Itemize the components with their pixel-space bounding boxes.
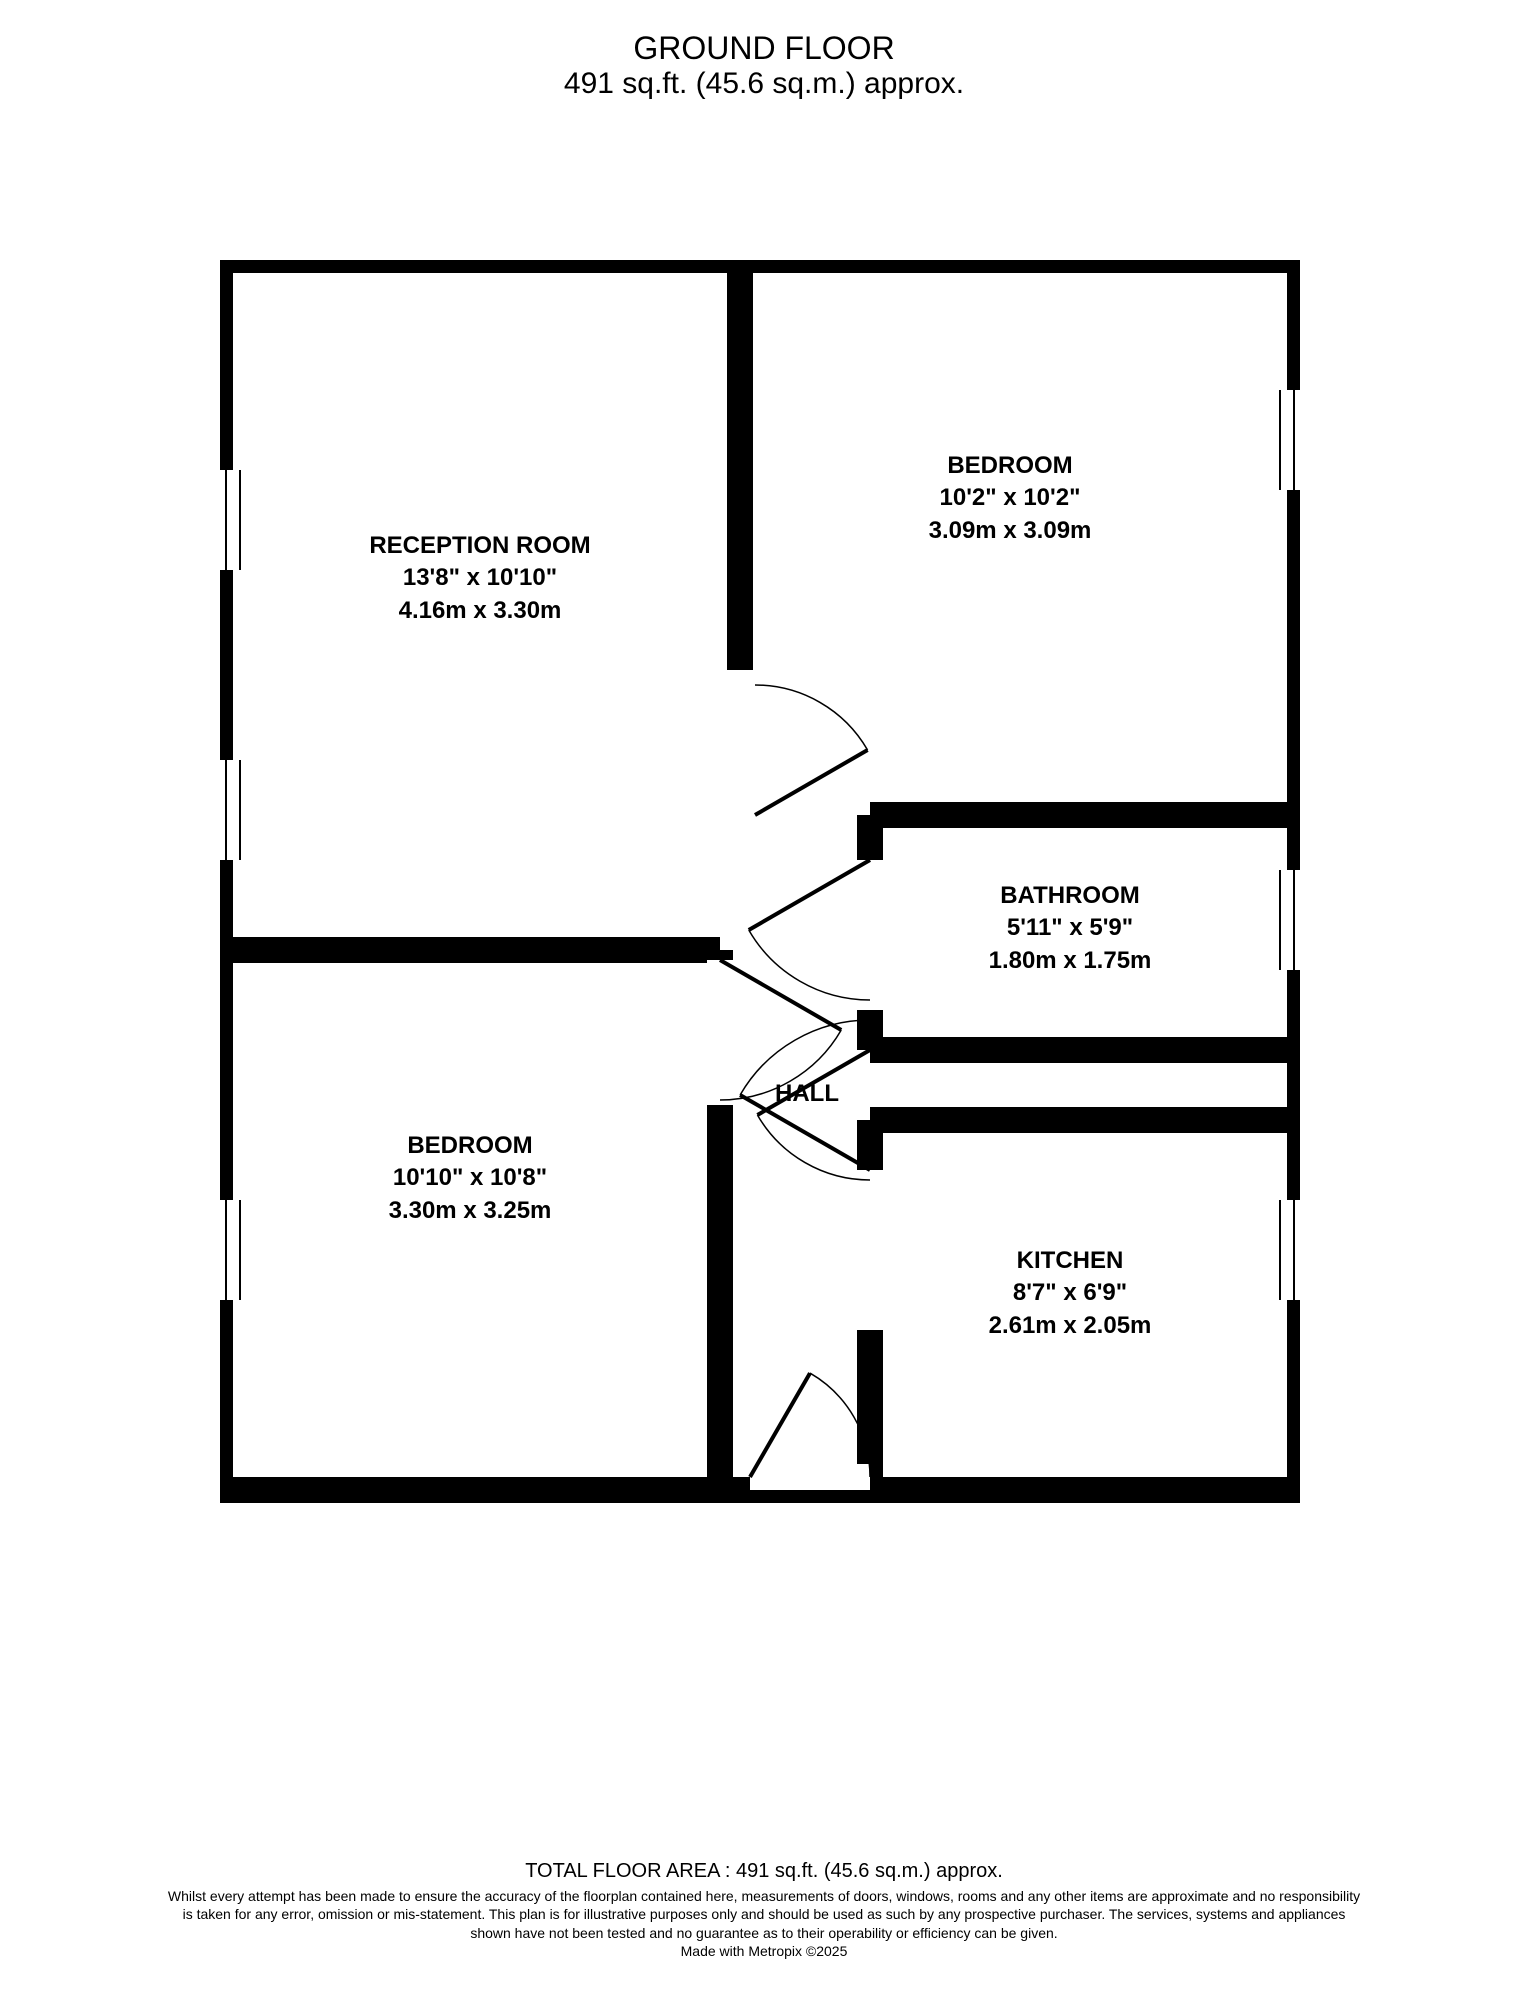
room-label-kitchen: KITCHEN8'7" x 6'9"2.61m x 2.05m: [940, 1245, 1200, 1342]
door-arc-1: [749, 930, 870, 1000]
room-name-kitchen: KITCHEN: [940, 1245, 1200, 1277]
room-metric-bathroom: 1.80m x 1.75m: [940, 945, 1200, 977]
floor-title: GROUND FLOOR: [0, 30, 1528, 67]
room-metric-bedroom1: 3.09m x 3.09m: [880, 515, 1140, 547]
door-opening-0: [727, 670, 753, 815]
floor-subtitle: 491 sq.ft. (45.6 sq.m.) approx.: [0, 67, 1528, 101]
door-leaf-1: [749, 860, 870, 930]
room-name-bedroom1: BEDROOM: [880, 450, 1140, 482]
room-metric-reception: 4.16m x 3.30m: [350, 595, 610, 627]
room-label-bathroom: BATHROOM5'11" x 5'9"1.80m x 1.75m: [940, 880, 1200, 977]
room-name-reception: RECEPTION ROOM: [350, 530, 610, 562]
window-gap-0: [220, 470, 246, 570]
room-label-bedroom1: BEDROOM10'2" x 10'2"3.09m x 3.09m: [880, 450, 1140, 547]
footer: TOTAL FLOOR AREA : 491 sq.ft. (45.6 sq.m…: [0, 1860, 1528, 1960]
door-opening-3: [857, 1170, 883, 1330]
door-arc-0: [755, 685, 868, 750]
door-arc-4: [757, 1115, 870, 1180]
door-leaf-5: [750, 1373, 810, 1477]
credit: Made with Metropix ©2025: [164, 1942, 1364, 1960]
window-gap-5: [1274, 1200, 1300, 1300]
room-imperial-bedroom1: 10'2" x 10'2": [880, 482, 1140, 514]
door-opening-2: [857, 860, 883, 1010]
room-imperial-kitchen: 8'7" x 6'9": [940, 1277, 1200, 1309]
room-label-bedroom2: BEDROOM10'10" x 10'8"3.30m x 3.25m: [340, 1130, 600, 1227]
room-name-bedroom2: BEDROOM: [340, 1130, 600, 1162]
room-imperial-reception: 13'8" x 10'10": [350, 562, 610, 594]
room-name-bathroom: BATHROOM: [940, 880, 1200, 912]
room-imperial-bedroom2: 10'10" x 10'8": [340, 1162, 600, 1194]
room-metric-kitchen: 2.61m x 2.05m: [940, 1310, 1200, 1342]
window-gap-4: [1274, 870, 1300, 970]
room-imperial-bathroom: 5'11" x 5'9": [940, 912, 1200, 944]
floorplan: RECEPTION ROOM13'8" x 10'10"4.16m x 3.30…: [220, 260, 1300, 1525]
door-opening-1: [707, 960, 733, 1105]
room-label-reception: RECEPTION ROOM13'8" x 10'10"4.16m x 3.30…: [350, 530, 610, 627]
door-leaf-0: [755, 750, 868, 815]
window-gap-3: [1274, 390, 1300, 490]
hall-label: HALL: [775, 1080, 839, 1108]
window-gap-1: [220, 760, 246, 860]
total-area: TOTAL FLOOR AREA : 491 sq.ft. (45.6 sq.m…: [0, 1860, 1528, 1883]
disclaimer: Whilst every attempt has been made to en…: [164, 1887, 1364, 1942]
door-leaf-2: [720, 960, 841, 1030]
door-opening-4: [750, 1464, 870, 1490]
header: GROUND FLOOR 491 sq.ft. (45.6 sq.m.) app…: [0, 30, 1528, 101]
room-metric-bedroom2: 3.30m x 3.25m: [340, 1195, 600, 1227]
window-gap-2: [220, 1200, 246, 1300]
